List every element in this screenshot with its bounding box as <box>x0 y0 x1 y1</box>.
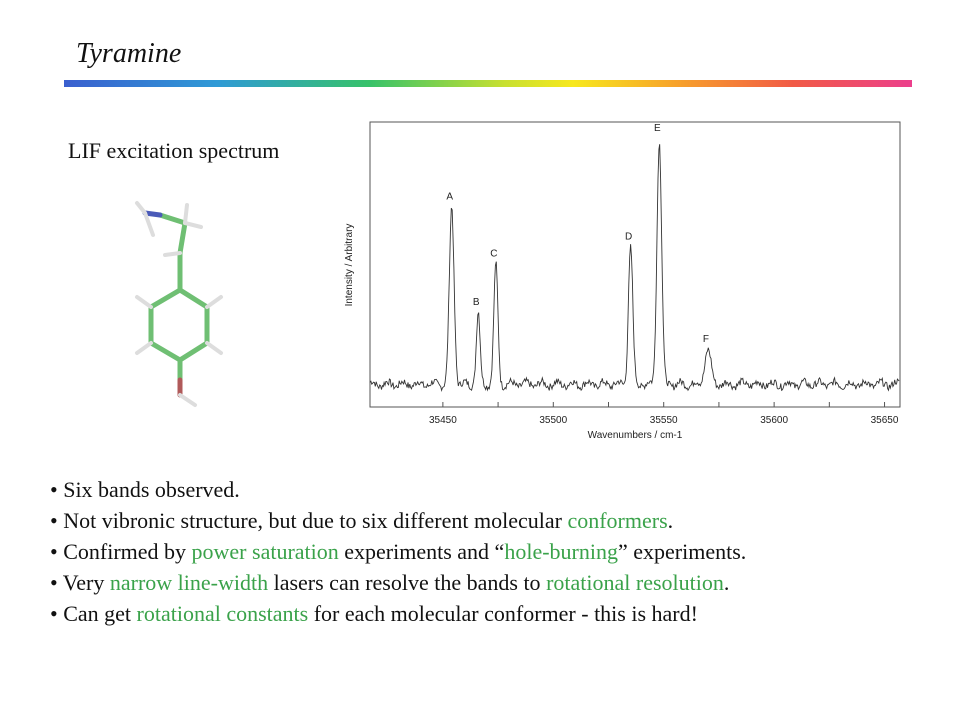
highlighted-term: conformers <box>567 508 668 533</box>
bullet-text: • Confirmed by <box>50 539 192 564</box>
bullet-text: • Can get <box>50 601 137 626</box>
findings-list: • Six bands observed. • Not vibronic stru… <box>50 474 746 629</box>
bullet-text: . <box>667 508 674 533</box>
x-tick-label: 35650 <box>871 415 899 426</box>
spectrum-subtitle: LIF excitation spectrum <box>68 138 280 163</box>
bullet-item: • Not vibronic structure, but due to six… <box>50 505 746 536</box>
bullet-text: . <box>723 570 730 595</box>
x-tick-label: 35600 <box>760 415 788 426</box>
peak-label-a: A <box>446 192 453 203</box>
highlighted-term: rotational resolution <box>546 570 724 595</box>
highlighted-term: rotational constants <box>136 601 309 626</box>
highlighted-term: hole-burning <box>504 539 618 564</box>
tyramine-molecule-image <box>135 201 223 407</box>
bullet-text: experiments and “ <box>338 539 505 564</box>
bullet-text: • Six bands observed. <box>50 477 240 502</box>
spectrum-trace <box>369 144 900 393</box>
bullet-text: • Very <box>50 570 110 595</box>
y-axis-label: Intensity / Arbitrary <box>344 224 355 307</box>
highlighted-term: power saturation <box>191 539 339 564</box>
bullet-item: • Very narrow line-width lasers can reso… <box>50 567 746 598</box>
slide-title: Tyramine <box>76 38 182 69</box>
title-divider <box>64 80 912 87</box>
x-tick-label: 35550 <box>650 415 678 426</box>
peak-label-f: F <box>703 334 709 345</box>
bullet-text: • Not vibronic structure, but due to six… <box>50 508 568 533</box>
x-tick-label: 35450 <box>429 415 457 426</box>
bullet-item: • Six bands observed. <box>50 474 746 505</box>
bullet-item: • Can get rotational constants for each … <box>50 598 746 629</box>
x-axis-label: Wavenumbers / cm-1 <box>588 430 683 441</box>
highlighted-term: narrow line-width <box>109 570 269 595</box>
x-tick-label: 35500 <box>539 415 567 426</box>
lif-spectrum-chart: 35450 35500 35550 35600 35650 A B C D E F Wavenum… <box>344 121 901 441</box>
peak-label-d: D <box>625 231 632 242</box>
peak-label-b: B <box>473 297 480 308</box>
bullet-text: lasers can resolve the bands to <box>268 570 547 595</box>
peak-label-e: E <box>654 123 661 134</box>
bullet-text: for each molecular conformer - this is h… <box>308 601 698 626</box>
bullet-text: ” experiments. <box>617 539 747 564</box>
peak-label-c: C <box>490 249 497 260</box>
bullet-item: • Confirmed by power saturation experime… <box>50 536 746 567</box>
